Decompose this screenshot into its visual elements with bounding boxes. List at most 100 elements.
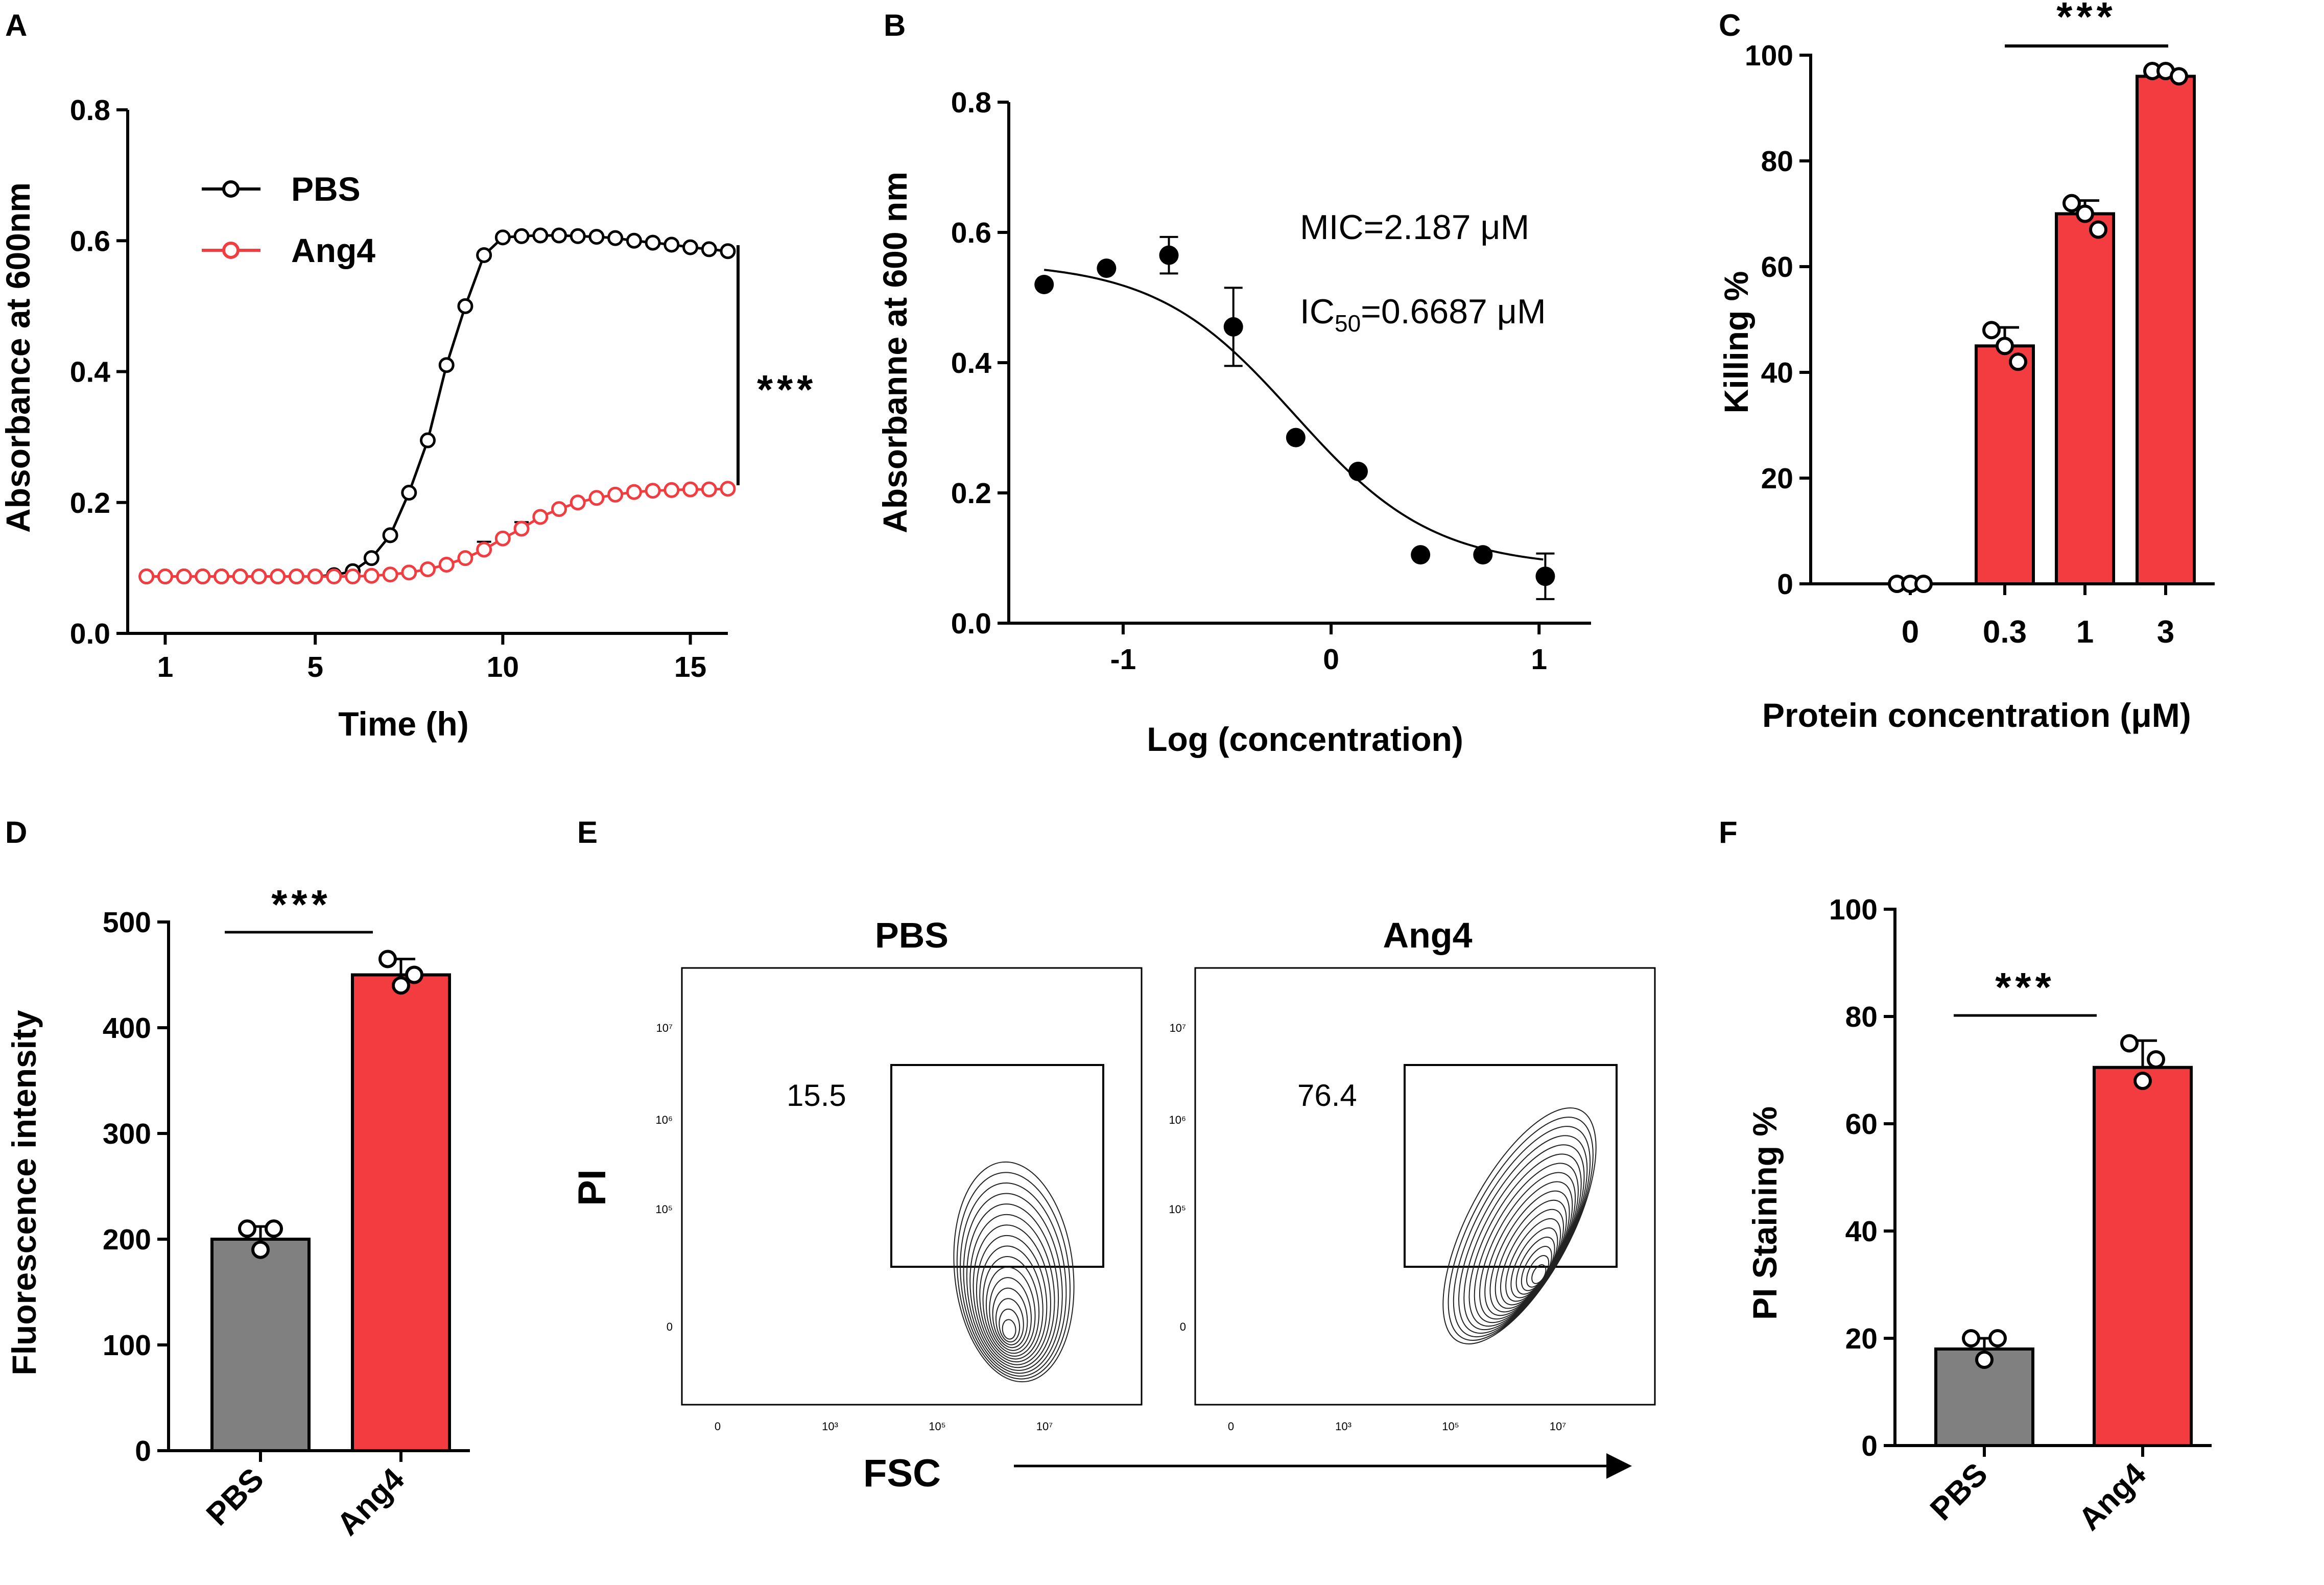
chart-b-point xyxy=(1411,545,1431,565)
chart-a-point-ang4 xyxy=(701,481,717,498)
ic50-value: =0.6687 μM xyxy=(1361,292,1546,331)
flow-ang4-contour xyxy=(1468,1153,1582,1327)
chart-a-point-pbs xyxy=(588,229,605,245)
chart-a-point-ang4 xyxy=(438,556,455,573)
flow-pbs-contour xyxy=(982,1256,1040,1357)
chart-a-point-pbs xyxy=(494,229,511,246)
chart-a-series-line-ang4 xyxy=(146,487,728,578)
chart-a-series xyxy=(138,227,736,585)
flow-x-tick-label: 10⁵ xyxy=(1442,1420,1459,1433)
flow-x-tick-label: 0 xyxy=(1228,1420,1234,1433)
chart-b-point xyxy=(1348,461,1368,481)
chart-a-point-ang4 xyxy=(588,490,605,506)
flow-plot-ang4-contours xyxy=(1442,1107,1597,1344)
flow-ang4-contour xyxy=(1458,1135,1588,1334)
chart-a-x-tick-label: 5 xyxy=(307,651,323,683)
chart-c-y-tick-label: 60 xyxy=(1761,251,1793,283)
flow-plot-ang4-gate-value: 76.4 xyxy=(1297,1078,1357,1113)
chart-a-point-ang4 xyxy=(513,521,530,537)
legend-ang4-label: Ang4 xyxy=(291,231,375,269)
chart-f-bar xyxy=(2093,1066,2193,1447)
chart-a-point-ang4 xyxy=(682,481,699,498)
chart-a-point-ang4 xyxy=(270,569,286,585)
chart-c-significance: *** xyxy=(2056,0,2116,39)
chart-a-point-ang4 xyxy=(363,567,380,584)
chart-b-point xyxy=(1097,258,1117,278)
chart-a-point-ang4 xyxy=(176,569,192,585)
flow-y-tick-label: 10⁷ xyxy=(656,1022,673,1034)
flow-plot-ang4-gate xyxy=(1404,1064,1618,1268)
chart-b-series xyxy=(1034,235,1555,600)
legend-ang4-marker xyxy=(222,242,240,259)
chart-b-point xyxy=(1286,428,1306,447)
chart-c-data-point xyxy=(2076,204,2094,223)
chart-b-point xyxy=(1223,317,1243,337)
chart-b-x-tick-label: 0 xyxy=(1323,643,1339,676)
chart-d-data-point xyxy=(405,965,423,984)
chart-a-point-ang4 xyxy=(607,486,624,503)
flow-x-tick-label: 10⁷ xyxy=(1550,1420,1566,1433)
chart-a-point-pbs xyxy=(607,230,624,246)
chart-f-y-tick-label: 60 xyxy=(1845,1108,1878,1141)
chart-a-y-tick-label: 0.0 xyxy=(70,618,110,650)
flow-y-tick-label: 0 xyxy=(1180,1320,1186,1333)
flow-pbs-contour xyxy=(973,1224,1051,1365)
chart-a-point-ang4 xyxy=(645,483,661,499)
chart-c-bar xyxy=(1975,344,2035,585)
chart-a-point-ang4 xyxy=(326,569,342,585)
chart-a-point-ang4 xyxy=(307,569,323,585)
chart-a-point-pbs xyxy=(363,550,380,566)
chart-a-point-pbs xyxy=(420,432,436,448)
chart-a-point-ang4 xyxy=(382,566,398,583)
chart-f-y-tick-label: 40 xyxy=(1845,1215,1878,1248)
chart-f-y-tick-label: 80 xyxy=(1845,1001,1878,1033)
chart-a-point-pbs xyxy=(720,243,736,259)
chart-a-point-pbs xyxy=(701,241,717,257)
chart-a-point-ang4 xyxy=(476,541,492,558)
chart-a-point-ang4 xyxy=(494,530,511,547)
chart-a-point-ang4 xyxy=(420,561,436,577)
chart-a-point-ang4 xyxy=(551,501,567,517)
flow-ang4-contour xyxy=(1531,1264,1547,1284)
chart-c-y-tick-label: 20 xyxy=(1761,462,1793,495)
chart-a-point-pbs xyxy=(532,227,549,244)
flow-x-axis-label: FSC xyxy=(863,1452,941,1495)
chart-c-data-point xyxy=(2089,220,2107,239)
chart-b-x-label: Log (concentration) xyxy=(1147,720,1463,758)
flow-pbs-contour xyxy=(953,1161,1075,1383)
chart-a-point-pbs xyxy=(682,239,699,255)
chart-a-y-tick-label: 0.6 xyxy=(70,225,110,257)
chart-b-y-tick-label: 0.4 xyxy=(951,347,992,380)
flow-pbs-contour xyxy=(963,1193,1063,1374)
flow-y-tick-label: 10⁷ xyxy=(1170,1022,1186,1034)
chart-d-y-tick-label: 100 xyxy=(103,1329,151,1362)
chart-c-data-point xyxy=(2170,67,2188,86)
chart-a-significance: *** xyxy=(757,367,817,412)
chart-a-point-ang4 xyxy=(157,569,173,585)
chart-a-point-pbs xyxy=(457,298,473,314)
panel-label-b: B xyxy=(884,8,906,42)
flow-plot-pbs-frame xyxy=(681,967,1143,1406)
chart-a-growth-curve: 0.00.20.40.60.81 5 10 15 Time (h) Absorbanc… xyxy=(0,94,817,743)
panel-label-f: F xyxy=(1719,815,1738,849)
chart-c-x-tick-label: 1 xyxy=(2076,614,2094,650)
flow-plot-pbs-title: PBS xyxy=(875,915,948,955)
chart-d-y-tick-label: 0 xyxy=(135,1435,151,1468)
chart-d-bar xyxy=(351,973,451,1452)
flow-pbs-contour xyxy=(969,1214,1055,1368)
chart-a-point-ang4 xyxy=(457,550,473,566)
chart-c-x-tick-label: 3 xyxy=(2157,614,2174,650)
chart-a-point-ang4 xyxy=(138,569,155,585)
chart-f-data-point xyxy=(2133,1072,2152,1090)
chart-c-series xyxy=(1888,62,2196,593)
flow-pbs-contour xyxy=(995,1298,1024,1345)
chart-c-data-point xyxy=(1996,337,2014,356)
panel-label-d: D xyxy=(5,815,27,849)
chart-a-x-tick-label: 10 xyxy=(487,651,519,683)
panel-label-e: E xyxy=(577,815,598,849)
chart-d-y-tick-label: 200 xyxy=(103,1223,151,1256)
chart-f-y-tick-label: 100 xyxy=(1829,893,1878,926)
chart-a-point-pbs xyxy=(551,227,567,244)
chart-a-point-ang4 xyxy=(401,564,417,581)
